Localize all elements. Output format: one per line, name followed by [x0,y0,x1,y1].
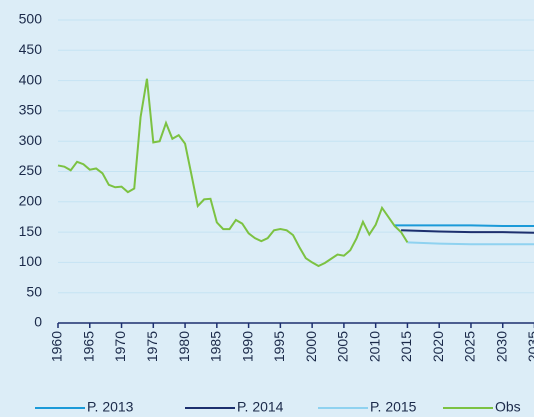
x-tick-label: 2035 [525,331,534,362]
y-tick-label: 50 [26,283,42,299]
y-tick-label: 0 [34,314,42,330]
x-tick-label: 1990 [239,331,255,362]
y-tick-label: 350 [19,102,43,118]
series-line [401,229,534,234]
legend-label: P. 2014 [237,399,284,415]
y-tick-label: 200 [19,193,43,209]
x-tick-label: 2015 [398,331,414,362]
x-tick-label: 1980 [176,331,192,362]
series-line [394,224,534,228]
x-tick-label: 1995 [271,331,287,362]
y-tick-label: 150 [19,223,43,239]
legend-label: P. 2015 [370,399,417,415]
y-tick-label: 250 [19,162,43,178]
x-tick-label: 2000 [303,331,319,362]
y-tick-label: 400 [19,71,43,87]
series-line [57,78,409,268]
x-tick-label: 2025 [462,331,478,362]
x-tick-label: 1975 [144,331,160,362]
legend-label: P. 2013 [87,399,134,415]
x-tick-label: 2005 [335,331,351,362]
y-tick-label: 500 [19,11,43,27]
x-tick-label: 1960 [49,331,65,362]
y-tick-label: 450 [19,41,43,57]
legend-label: Obs [495,399,521,415]
x-tick-label: 2020 [430,331,446,362]
series-line [407,241,534,246]
y-tick-label: 300 [19,132,43,148]
x-tick-label: 1985 [208,331,224,362]
x-tick-label: 1965 [80,331,96,362]
x-tick-label: 2030 [493,331,509,362]
x-tick-label: 1970 [112,331,128,362]
x-tick-label: 2010 [366,331,382,362]
y-tick-label: 100 [19,253,43,269]
